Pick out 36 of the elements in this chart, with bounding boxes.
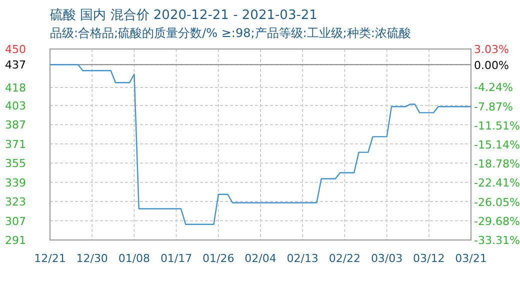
- y-tick-label: 387: [5, 118, 26, 132]
- x-tick-label: 03/21: [455, 252, 487, 265]
- y2-tick-label: 0.00%: [474, 58, 509, 72]
- y2-tick-label: -18.78%: [474, 158, 520, 171]
- x-tick-label: 12/21: [34, 252, 66, 265]
- y-tick-label: 371: [5, 138, 26, 151]
- chart-subtitle: 品级:合格品;硫酸的质量分数/% ≥:98;产品等级:工业级;种类:浓硫酸: [50, 26, 411, 40]
- y-tick-label: 355: [5, 157, 26, 170]
- y-tick-label: 307: [5, 214, 26, 228]
- y2-tick-label: -15.14%: [474, 138, 520, 152]
- y-tick-label: 323: [5, 196, 26, 209]
- y2-tick-label: -29.68%: [474, 214, 520, 228]
- x-tick-label: 02/22: [328, 252, 361, 265]
- y-tick-label: 437: [5, 58, 26, 72]
- y2-tick-label: -4.24%: [474, 81, 513, 94]
- y2-tick-label: -11.51%: [474, 119, 520, 132]
- x-tick-label: 01/08: [118, 252, 150, 265]
- y2-tick-label: 3.03%: [474, 43, 509, 56]
- x-tick-label: 01/26: [202, 252, 234, 265]
- x-tick-label: 03/12: [413, 252, 445, 265]
- y-tick-label: 450: [5, 43, 26, 56]
- y-tick-label: 339: [5, 176, 26, 190]
- line-series: [49, 64, 472, 225]
- y2-tick-label: -26.05%: [474, 196, 520, 209]
- x-tick-label: 12/30: [76, 252, 108, 265]
- y-tick-label: 403: [5, 99, 26, 112]
- y-tick-label: 418: [5, 81, 26, 94]
- y2-tick-label: -7.87%: [474, 100, 513, 114]
- x-tick-label: 02/13: [286, 252, 318, 265]
- y-tick-label: 291: [5, 234, 26, 247]
- chart-title: 硫酸 国内 混合价 2020-12-21 - 2021-03-21: [50, 8, 318, 23]
- y2-tick-label: -22.41%: [474, 176, 520, 190]
- x-tick-label: 03/03: [370, 252, 403, 265]
- x-tick-label: 01/17: [160, 252, 192, 265]
- x-tick-label: 02/04: [244, 252, 276, 265]
- y2-tick-label: -33.31%: [474, 234, 520, 247]
